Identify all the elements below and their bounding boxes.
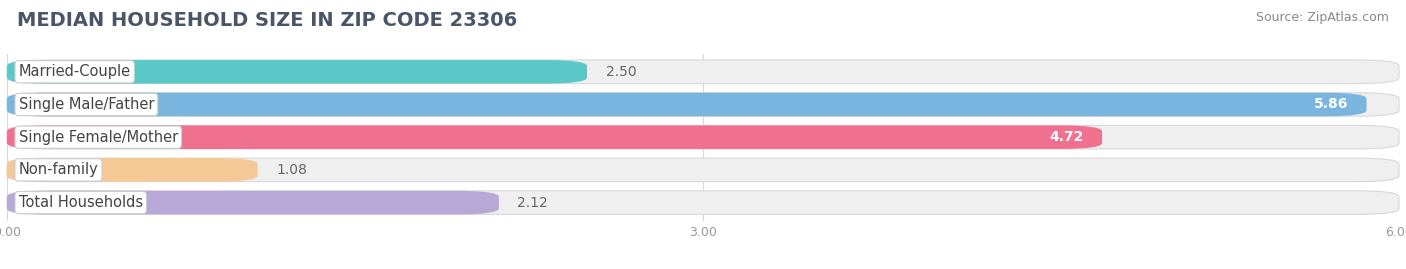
Text: 2.50: 2.50 bbox=[606, 65, 636, 79]
Text: Single Female/Mother: Single Female/Mother bbox=[18, 130, 179, 145]
FancyBboxPatch shape bbox=[7, 191, 499, 214]
Text: 5.86: 5.86 bbox=[1313, 97, 1348, 111]
Text: Source: ZipAtlas.com: Source: ZipAtlas.com bbox=[1256, 11, 1389, 24]
Text: Single Male/Father: Single Male/Father bbox=[18, 97, 155, 112]
Text: 1.08: 1.08 bbox=[276, 163, 307, 177]
FancyBboxPatch shape bbox=[7, 158, 1399, 182]
Text: Total Households: Total Households bbox=[18, 195, 143, 210]
FancyBboxPatch shape bbox=[7, 125, 1102, 149]
FancyBboxPatch shape bbox=[7, 158, 257, 182]
FancyBboxPatch shape bbox=[7, 125, 1399, 149]
Text: Non-family: Non-family bbox=[18, 162, 98, 177]
FancyBboxPatch shape bbox=[7, 93, 1399, 116]
FancyBboxPatch shape bbox=[7, 191, 1399, 214]
Text: 2.12: 2.12 bbox=[517, 196, 548, 210]
FancyBboxPatch shape bbox=[7, 60, 1399, 84]
Text: 4.72: 4.72 bbox=[1049, 130, 1084, 144]
FancyBboxPatch shape bbox=[7, 93, 1367, 116]
FancyBboxPatch shape bbox=[7, 60, 588, 84]
Text: MEDIAN HOUSEHOLD SIZE IN ZIP CODE 23306: MEDIAN HOUSEHOLD SIZE IN ZIP CODE 23306 bbox=[17, 11, 517, 30]
Text: Married-Couple: Married-Couple bbox=[18, 64, 131, 79]
